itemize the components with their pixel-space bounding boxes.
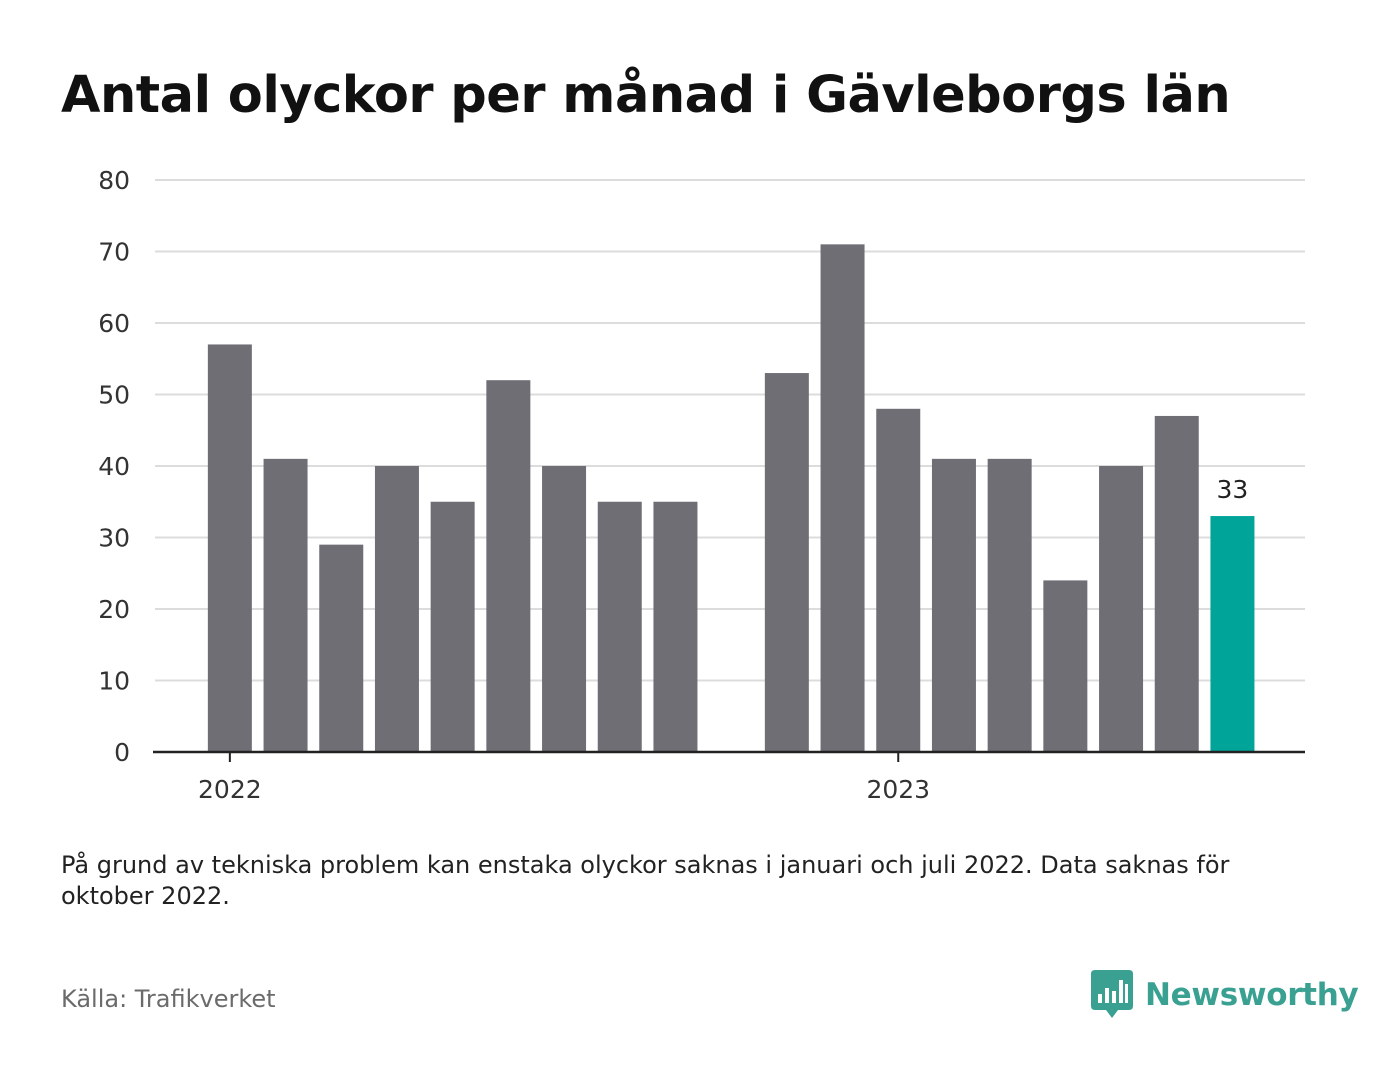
- y-tick-label: 70: [98, 238, 130, 267]
- bar-chart: 0 10 20 30 40 50 60 70 80 2022 2023 33: [98, 166, 1305, 804]
- chart-title: Antal olyckor per månad i Gävleborgs län: [61, 66, 1231, 125]
- newsworthy-logo-icon: [1091, 970, 1133, 1018]
- bar-2022-08: [597, 501, 642, 752]
- bar-2022-11: [764, 373, 809, 752]
- bar-2023-01: [876, 408, 921, 752]
- bar-2023-02: [931, 458, 976, 752]
- bar-2022-05: [430, 501, 475, 752]
- x-tick-label: 2022: [198, 775, 262, 804]
- y-tick-label: 50: [98, 381, 130, 410]
- bar-2022-04: [374, 466, 419, 752]
- annotations: 33: [1217, 475, 1249, 504]
- bar-2023-07: [1210, 516, 1255, 752]
- highlight-value-label: 33: [1217, 475, 1249, 504]
- bar-2023-03: [987, 458, 1032, 752]
- y-tick-label: 60: [98, 309, 130, 338]
- bar-2023-06: [1154, 415, 1199, 752]
- x-axis-tick-labels: 2022 2023: [198, 775, 930, 804]
- y-tick-label: 20: [98, 595, 130, 624]
- bar-2023-05: [1099, 466, 1144, 752]
- chart-note: På grund av tekniska problem kan enstaka…: [61, 851, 1230, 910]
- y-tick-label: 80: [98, 166, 130, 195]
- x-tick-label: 2023: [866, 775, 930, 804]
- newsworthy-logo: Newsworthy: [1091, 970, 1359, 1020]
- bar-2022-12: [820, 244, 865, 752]
- bar-2022-06: [486, 380, 531, 752]
- y-axis-tick-labels: 0 10 20 30 40 50 60 70 80: [98, 166, 130, 767]
- x-axis: [153, 750, 1305, 762]
- y-tick-label: 30: [98, 524, 130, 553]
- y-tick-label: 40: [98, 452, 130, 481]
- bars: [207, 244, 1255, 752]
- newsworthy-logo-text: Newsworthy: [1145, 977, 1359, 1013]
- y-tick-label: 10: [98, 667, 130, 696]
- bar-2022-09: [653, 501, 698, 752]
- source-credit: Källa: Trafikverket: [61, 985, 276, 1013]
- bar-2022-02: [263, 458, 308, 752]
- bar-2023-04: [1043, 580, 1088, 752]
- bar-2022-01: [207, 344, 252, 752]
- bar-2022-03: [319, 544, 364, 752]
- bar-2022-07: [542, 466, 587, 752]
- y-tick-label: 0: [114, 738, 130, 767]
